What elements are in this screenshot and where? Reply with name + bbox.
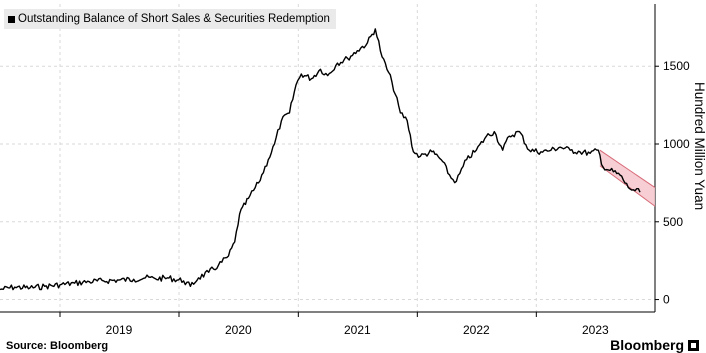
x-tick-label: 2019 (106, 323, 133, 337)
x-tick-label: 2022 (463, 323, 490, 337)
x-tick-label: 2023 (582, 323, 609, 337)
y-tick-label: 1000 (663, 137, 690, 151)
trend-channel-upper-edge (599, 149, 656, 188)
brand-logo-text: Bloomberg (610, 337, 684, 353)
brand-logo-icon (688, 340, 699, 351)
legend-swatch (8, 15, 15, 23)
y-tick-label: 0 (663, 293, 670, 307)
x-tick-label: 2021 (344, 323, 371, 337)
source-note: Source: Bloomberg (6, 340, 109, 352)
x-tick-label: 2020 (225, 323, 252, 337)
series-line (0, 28, 641, 291)
trend-channel (599, 150, 655, 207)
legend: Outstanding Balance of Short Sales & Sec… (4, 9, 336, 29)
y-tick-label: 500 (663, 215, 683, 229)
legend-label: Outstanding Balance of Short Sales & Sec… (18, 13, 330, 25)
y-axis-title: Hundred Million Yuan (692, 82, 706, 211)
y-tick-label: 1500 (663, 59, 690, 73)
